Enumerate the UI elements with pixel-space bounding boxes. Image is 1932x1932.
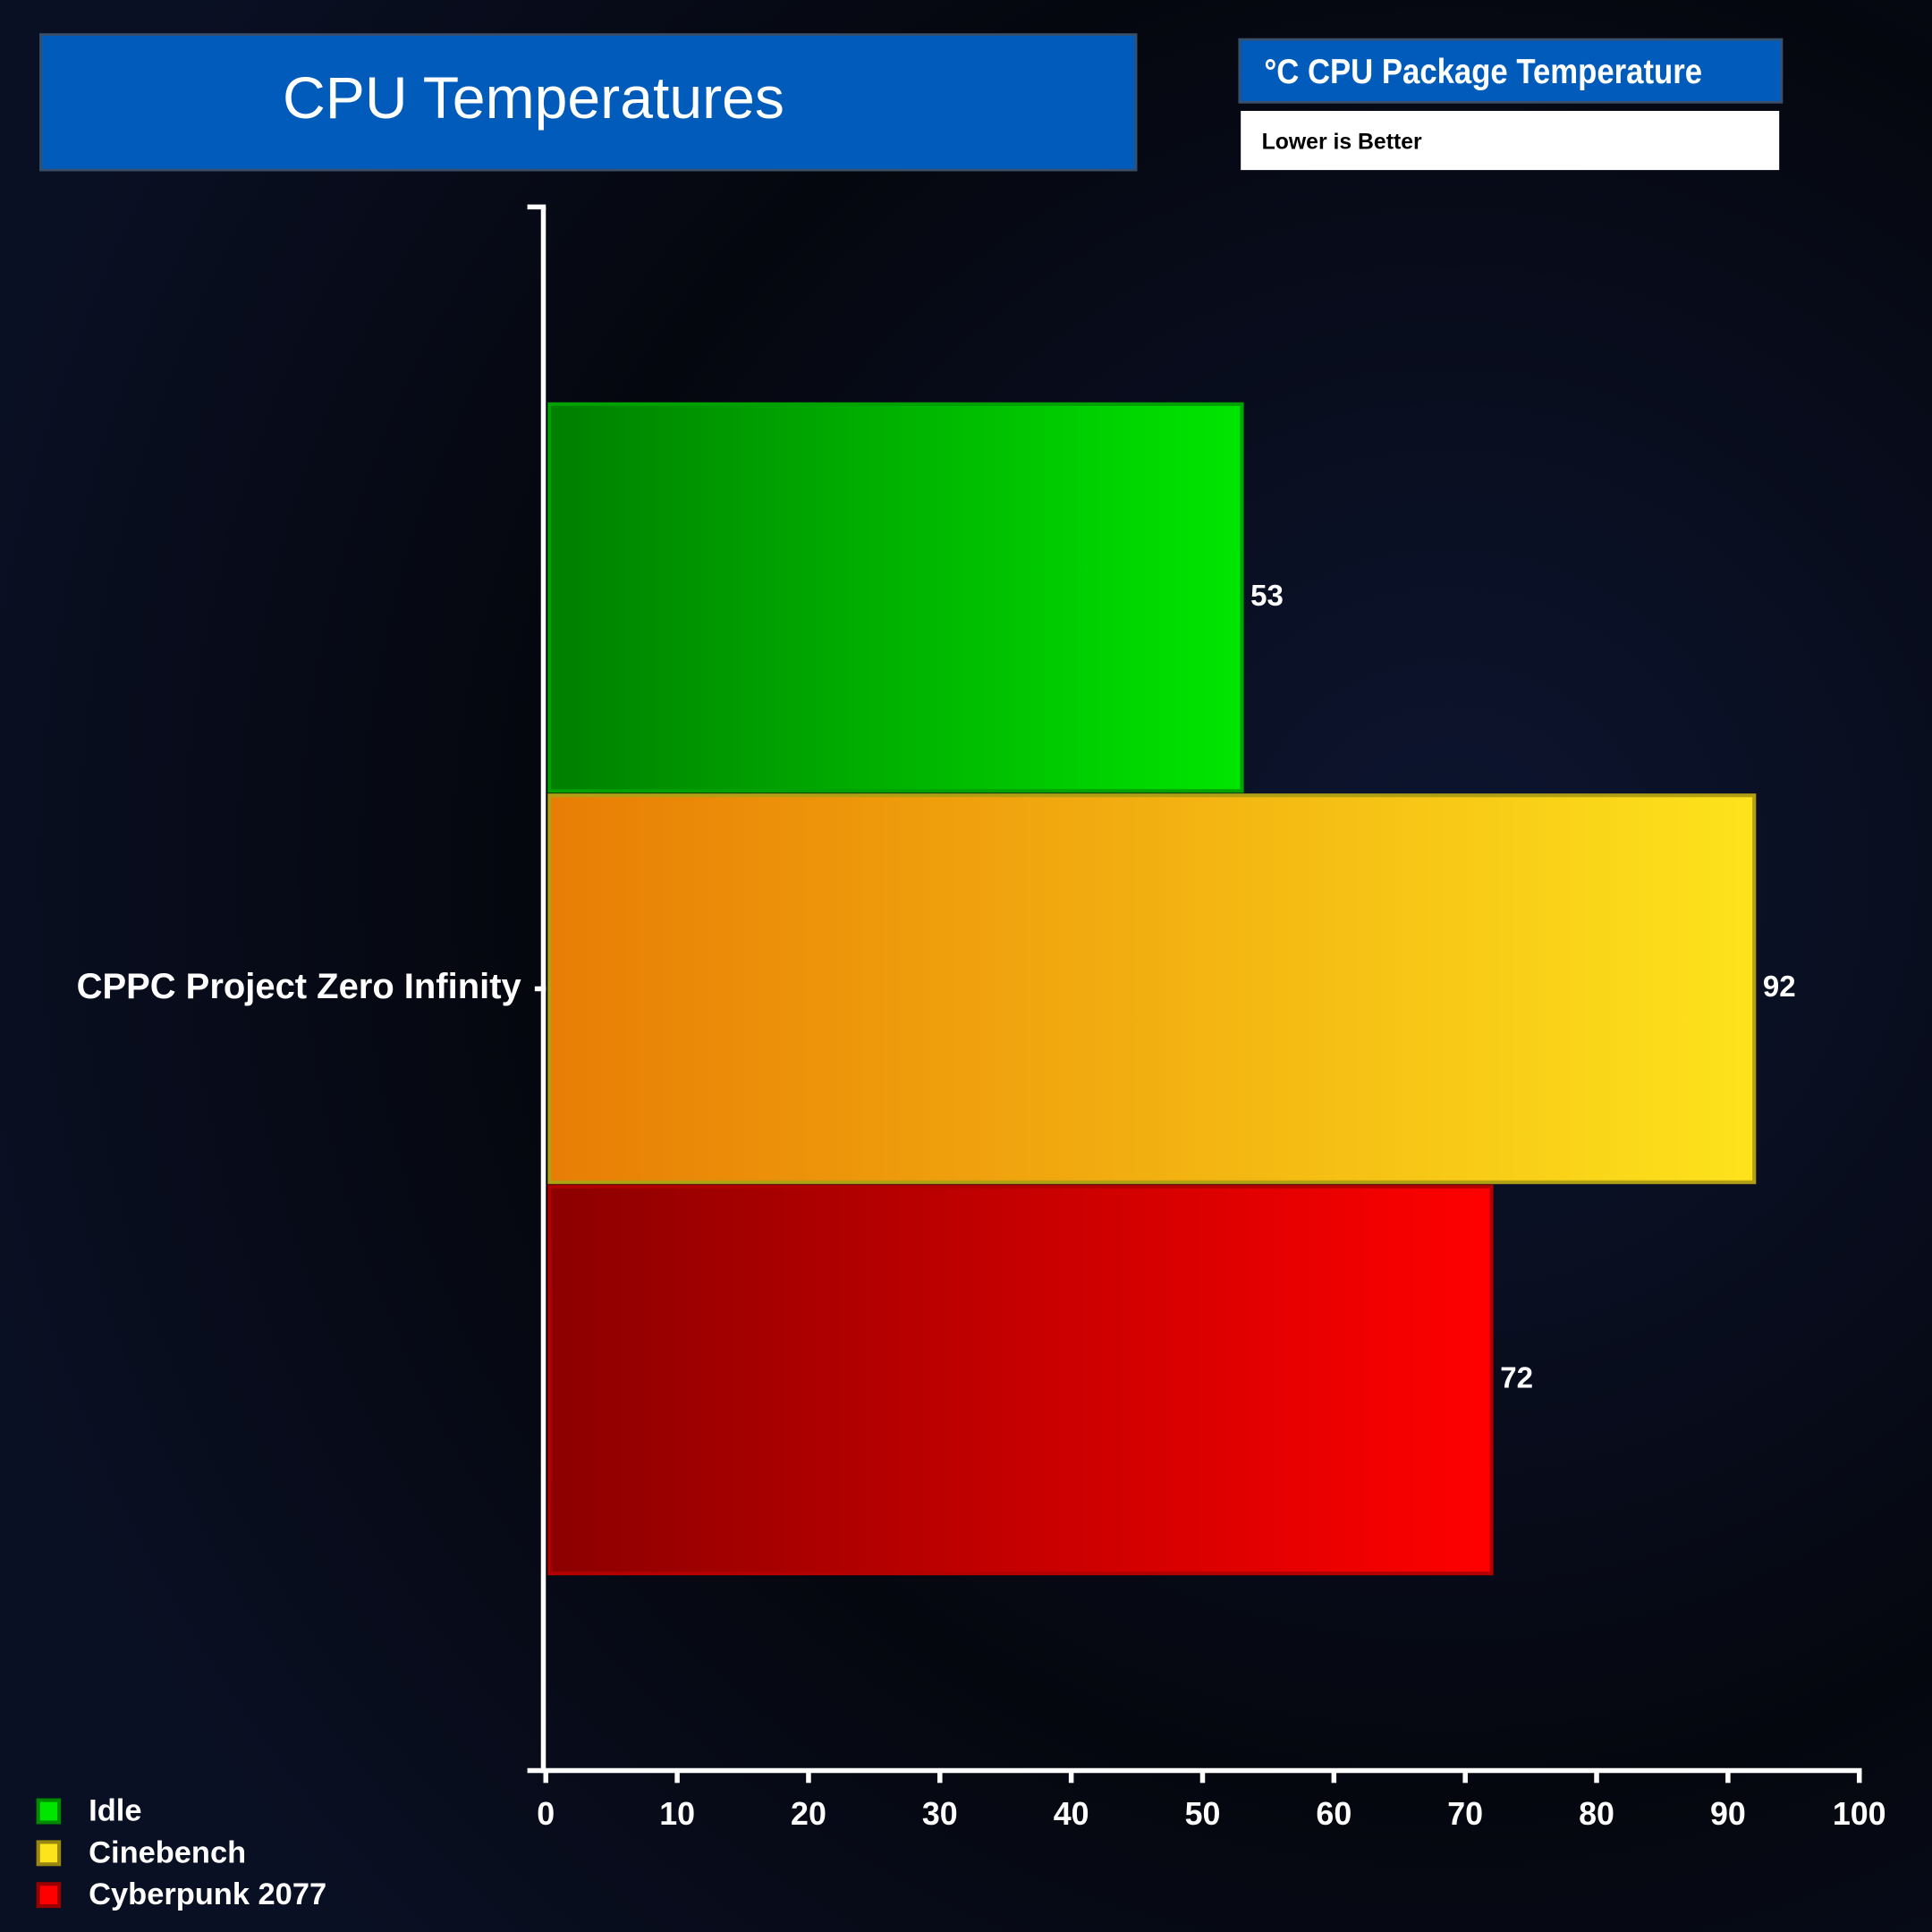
chart-note: Lower is Better — [1262, 130, 1422, 154]
note-box — [1241, 110, 1780, 171]
y-tick-label: CPPC Project Zero Infinity — [77, 967, 521, 1006]
x-tick-label: 60 — [1316, 1796, 1352, 1832]
legend-swatch — [36, 1840, 62, 1867]
bar — [547, 402, 1244, 793]
x-tick-label: 40 — [1054, 1796, 1089, 1832]
x-tick-label: 90 — [1710, 1796, 1746, 1832]
chart-subtitle: °C CPU Package Temperature — [1264, 52, 1702, 90]
subtitle-box — [1238, 38, 1784, 104]
legend-label: Cyberpunk 2077 — [89, 1877, 326, 1911]
value-label: 72 — [1500, 1362, 1533, 1395]
legend-swatch — [36, 1882, 62, 1909]
value-label: 92 — [1763, 970, 1796, 1004]
title-box — [39, 33, 1138, 172]
bar — [547, 1184, 1494, 1576]
x-tick-label: 20 — [791, 1796, 826, 1832]
x-tick-label: 30 — [922, 1796, 958, 1832]
x-tick-label: 80 — [1579, 1796, 1614, 1832]
legend-label: Idle — [89, 1793, 141, 1827]
x-tick-label: 100 — [1833, 1796, 1886, 1832]
legend-swatch — [36, 1798, 62, 1825]
x-tick-label: 0 — [537, 1796, 555, 1832]
value-label: 53 — [1250, 580, 1284, 613]
x-tick-label: 70 — [1447, 1796, 1483, 1832]
legend-label: Cinebench — [89, 1835, 246, 1869]
x-tick-label: 10 — [659, 1796, 695, 1832]
x-tick-label: 50 — [1185, 1796, 1221, 1832]
chart-title: CPU Temperatures — [283, 65, 784, 131]
bar — [547, 793, 1757, 1184]
